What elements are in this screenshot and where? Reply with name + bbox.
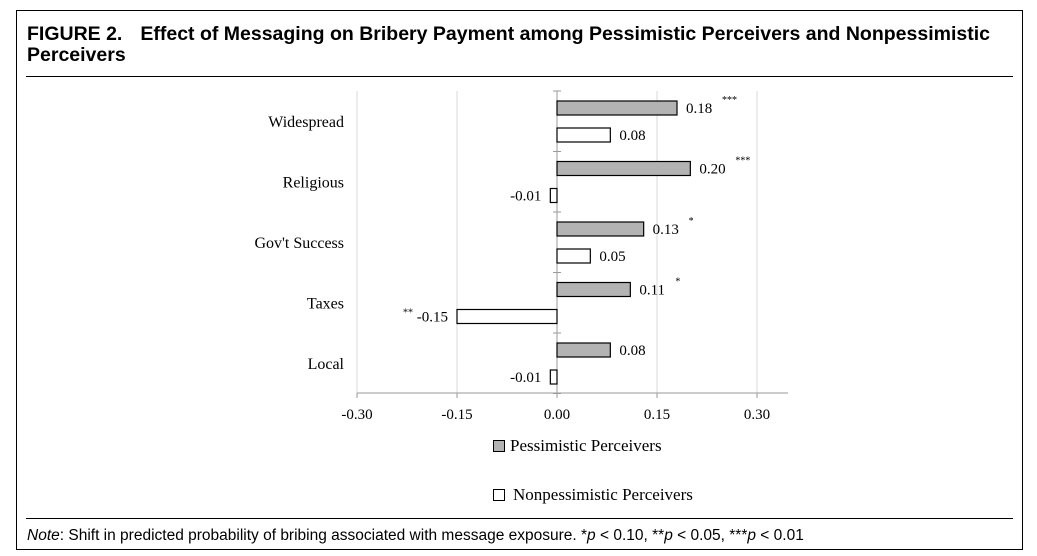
- data-label: 0.08: [619, 343, 645, 359]
- data-label: 0.20: [699, 162, 725, 178]
- note-p2-symbol: p: [664, 527, 673, 544]
- category-label: Local: [308, 356, 345, 373]
- bar-nonpessimistic-2: [556, 248, 591, 264]
- note-p1-symbol: p: [587, 527, 596, 544]
- note-label: Note: [27, 527, 60, 544]
- significance-stars: **: [403, 308, 413, 319]
- bar-pessimistic-1: [556, 160, 691, 177]
- bar-pessimistic-0: [556, 100, 678, 116]
- legend-label-nonpessimistic: Nonpessimistic Perceivers: [513, 485, 693, 504]
- bar-pessimistic-4: [556, 342, 611, 358]
- x-tick-label: -0.15: [441, 407, 472, 423]
- legend-item-nonpessimistic: Nonpessimistic Perceivers: [493, 485, 693, 505]
- significance-stars: ***: [735, 156, 750, 167]
- category-label: Religious: [283, 175, 344, 192]
- bar-nonpessimistic-3: [456, 308, 558, 325]
- note-p3-symbol: p: [747, 527, 756, 544]
- data-label: -0.15: [417, 310, 448, 326]
- bar-nonpessimistic-1: [549, 187, 558, 204]
- note-text: : Shift in predicted probability of brib…: [59, 527, 588, 544]
- figure-frame: [16, 10, 1023, 550]
- x-tick-label: 0.30: [744, 407, 770, 423]
- x-tick-label: 0.00: [544, 407, 570, 423]
- x-tick-label: 0.15: [644, 407, 670, 423]
- data-label: 0.11: [639, 283, 665, 299]
- data-label: 0.18: [686, 101, 712, 117]
- figure-title: FIGURE 2. Effect of Messaging on Bribery …: [27, 24, 1007, 66]
- legend-item-pessimistic: Pessimistic Perceivers: [493, 436, 662, 456]
- bar-pessimistic-3: [556, 281, 631, 298]
- category-label: Widespread: [268, 114, 344, 131]
- note-p1-text: < 0.10, **: [595, 527, 665, 544]
- bar-pessimistic-2: [556, 221, 645, 237]
- bar-nonpessimistic-4: [549, 369, 558, 385]
- data-label: 0.05: [599, 249, 625, 265]
- note-p3-text: < 0.01: [755, 527, 804, 544]
- data-label: 0.08: [619, 128, 645, 144]
- title-rule: [26, 76, 1013, 77]
- legend-label-pessimistic: Pessimistic Perceivers: [510, 436, 662, 455]
- data-label: -0.01: [510, 370, 541, 386]
- legend-swatch-nonpessimistic: [493, 489, 505, 501]
- figure-note: Note: Shift in predicted probability of …: [27, 527, 804, 545]
- category-label: Taxes: [307, 296, 344, 313]
- figure-title-text: Effect of Messaging on Bribery Payment a…: [27, 23, 990, 66]
- bar-nonpessimistic-0: [556, 127, 611, 143]
- note-rule: [26, 518, 1013, 519]
- note-p2-text: < 0.05, ***: [672, 527, 748, 544]
- significance-stars: ***: [722, 95, 737, 106]
- data-label: -0.01: [510, 189, 541, 205]
- significance-stars: *: [675, 277, 680, 288]
- legend-swatch-pessimistic: [493, 440, 505, 452]
- data-label: 0.13: [653, 222, 679, 238]
- significance-stars: *: [689, 216, 694, 227]
- figure-label: FIGURE 2.: [27, 23, 123, 45]
- category-label: Gov't Success: [254, 235, 344, 252]
- x-tick-label: -0.30: [341, 407, 372, 423]
